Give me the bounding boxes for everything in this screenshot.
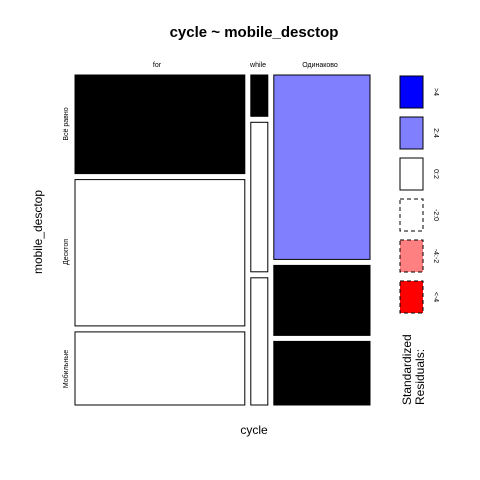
mosaic-tile bbox=[273, 264, 371, 336]
legend-swatch bbox=[399, 157, 424, 191]
mosaic-tile bbox=[74, 331, 246, 406]
legend-swatch bbox=[399, 198, 424, 232]
legend-swatch bbox=[399, 239, 424, 273]
legend: >4 2:4 0:2 -2:0 -4:-2 <-4 bbox=[399, 75, 439, 314]
chart-title: cycle ~ mobile_desctop bbox=[170, 24, 339, 41]
mosaic-tiles bbox=[74, 74, 371, 406]
mosaic-tile bbox=[250, 74, 269, 117]
legend-label: >4 bbox=[432, 88, 439, 96]
mosaic-tile bbox=[74, 74, 246, 175]
y-axis-title: mobile_desctop bbox=[31, 190, 45, 274]
y-category-label: Мобильные bbox=[62, 350, 70, 388]
legend-title-line-1: Standardized bbox=[400, 334, 414, 405]
mosaic-tile bbox=[273, 340, 371, 406]
legend-swatch bbox=[399, 116, 424, 150]
x-category-label: Одинаково bbox=[302, 62, 338, 69]
legend-label: 0:2 bbox=[432, 169, 439, 179]
legend-label: -4:-2 bbox=[432, 249, 439, 264]
legend-label: -2:0 bbox=[432, 209, 439, 221]
x-category-label: while bbox=[249, 62, 266, 69]
mosaic-tile bbox=[250, 277, 269, 406]
mosaic-tile bbox=[250, 121, 269, 273]
mosaic-tile bbox=[74, 179, 246, 327]
legend-label: <-4 bbox=[432, 292, 439, 302]
legend-label: 2:4 bbox=[432, 128, 439, 138]
mosaic-tile bbox=[273, 74, 371, 260]
y-category-label: Десктоп bbox=[63, 239, 70, 265]
legend-swatch bbox=[399, 280, 424, 314]
legend-title-line-2: Residuals: bbox=[413, 349, 427, 405]
x-axis-title: cycle bbox=[240, 423, 268, 437]
legend-swatch bbox=[399, 75, 424, 109]
y-category-label: Всё равно bbox=[63, 107, 70, 140]
x-category-label: for bbox=[153, 62, 162, 69]
